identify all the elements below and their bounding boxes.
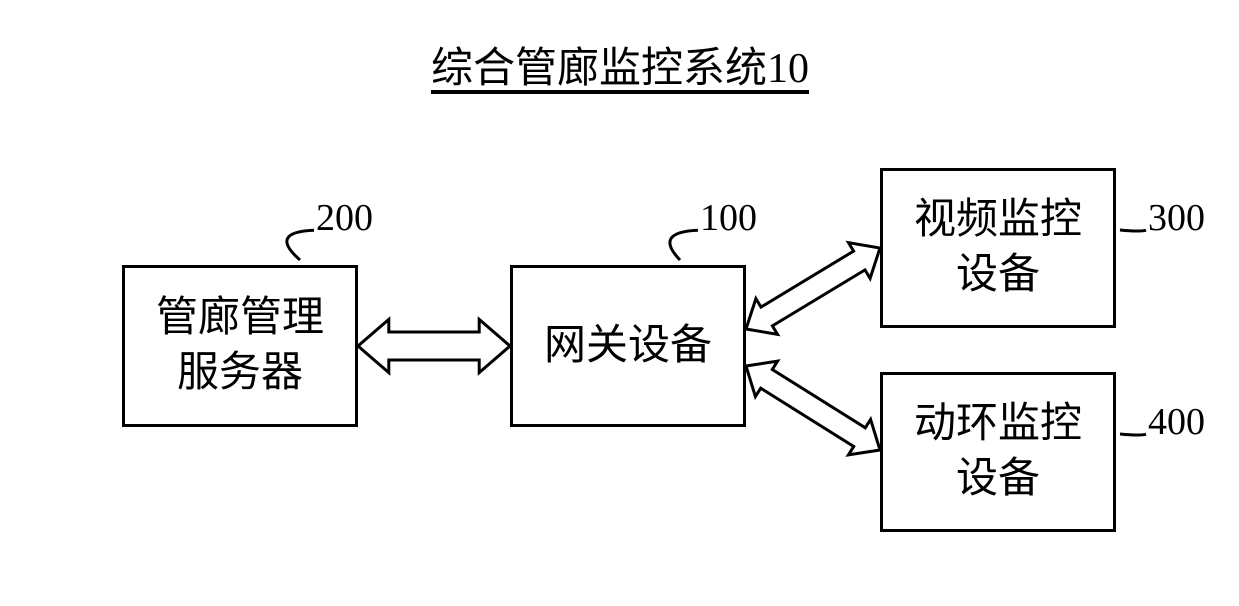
ref-dynamic: 400 xyxy=(1148,400,1205,444)
node-gateway: 网关设备 xyxy=(510,265,746,427)
ref-gateway: 100 xyxy=(700,196,757,240)
node-dynamic: 动环监控 设备 xyxy=(880,372,1116,532)
node-dynamic-label: 动环监控 设备 xyxy=(914,397,1082,506)
node-gateway-label: 网关设备 xyxy=(544,319,712,374)
diagram-title: 综合管廊监控系统10 xyxy=(320,34,920,95)
node-server: 管廊管理 服务器 xyxy=(122,265,358,427)
node-server-label: 管廊管理 服务器 xyxy=(156,291,324,400)
node-video: 视频监控 设备 xyxy=(880,168,1116,328)
node-video-label: 视频监控 设备 xyxy=(914,193,1082,302)
ref-server: 200 xyxy=(316,196,373,240)
ref-video: 300 xyxy=(1148,196,1205,240)
